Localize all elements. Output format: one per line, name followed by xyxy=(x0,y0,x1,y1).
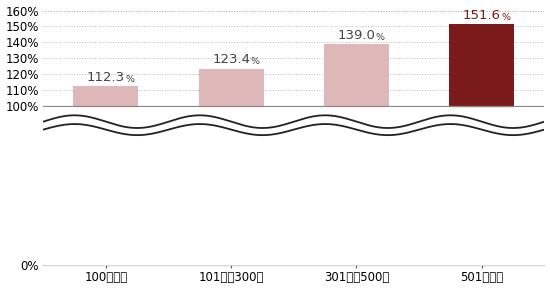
Bar xyxy=(324,44,389,106)
Bar xyxy=(73,137,139,264)
Bar xyxy=(449,106,514,264)
Bar xyxy=(199,137,264,264)
Text: %: % xyxy=(501,12,510,21)
Bar xyxy=(324,106,389,264)
Text: %: % xyxy=(125,75,134,84)
Text: 151.6: 151.6 xyxy=(463,8,501,21)
Bar xyxy=(199,69,264,106)
Bar xyxy=(449,137,514,264)
Bar xyxy=(449,24,514,106)
Bar xyxy=(199,106,264,264)
Text: %: % xyxy=(251,57,260,66)
Text: 123.4: 123.4 xyxy=(212,53,250,66)
Bar xyxy=(324,137,389,264)
Text: 139.0: 139.0 xyxy=(338,28,376,41)
Bar xyxy=(73,106,139,264)
Text: 112.3: 112.3 xyxy=(87,71,125,84)
Bar xyxy=(73,86,139,106)
Text: %: % xyxy=(376,32,385,41)
